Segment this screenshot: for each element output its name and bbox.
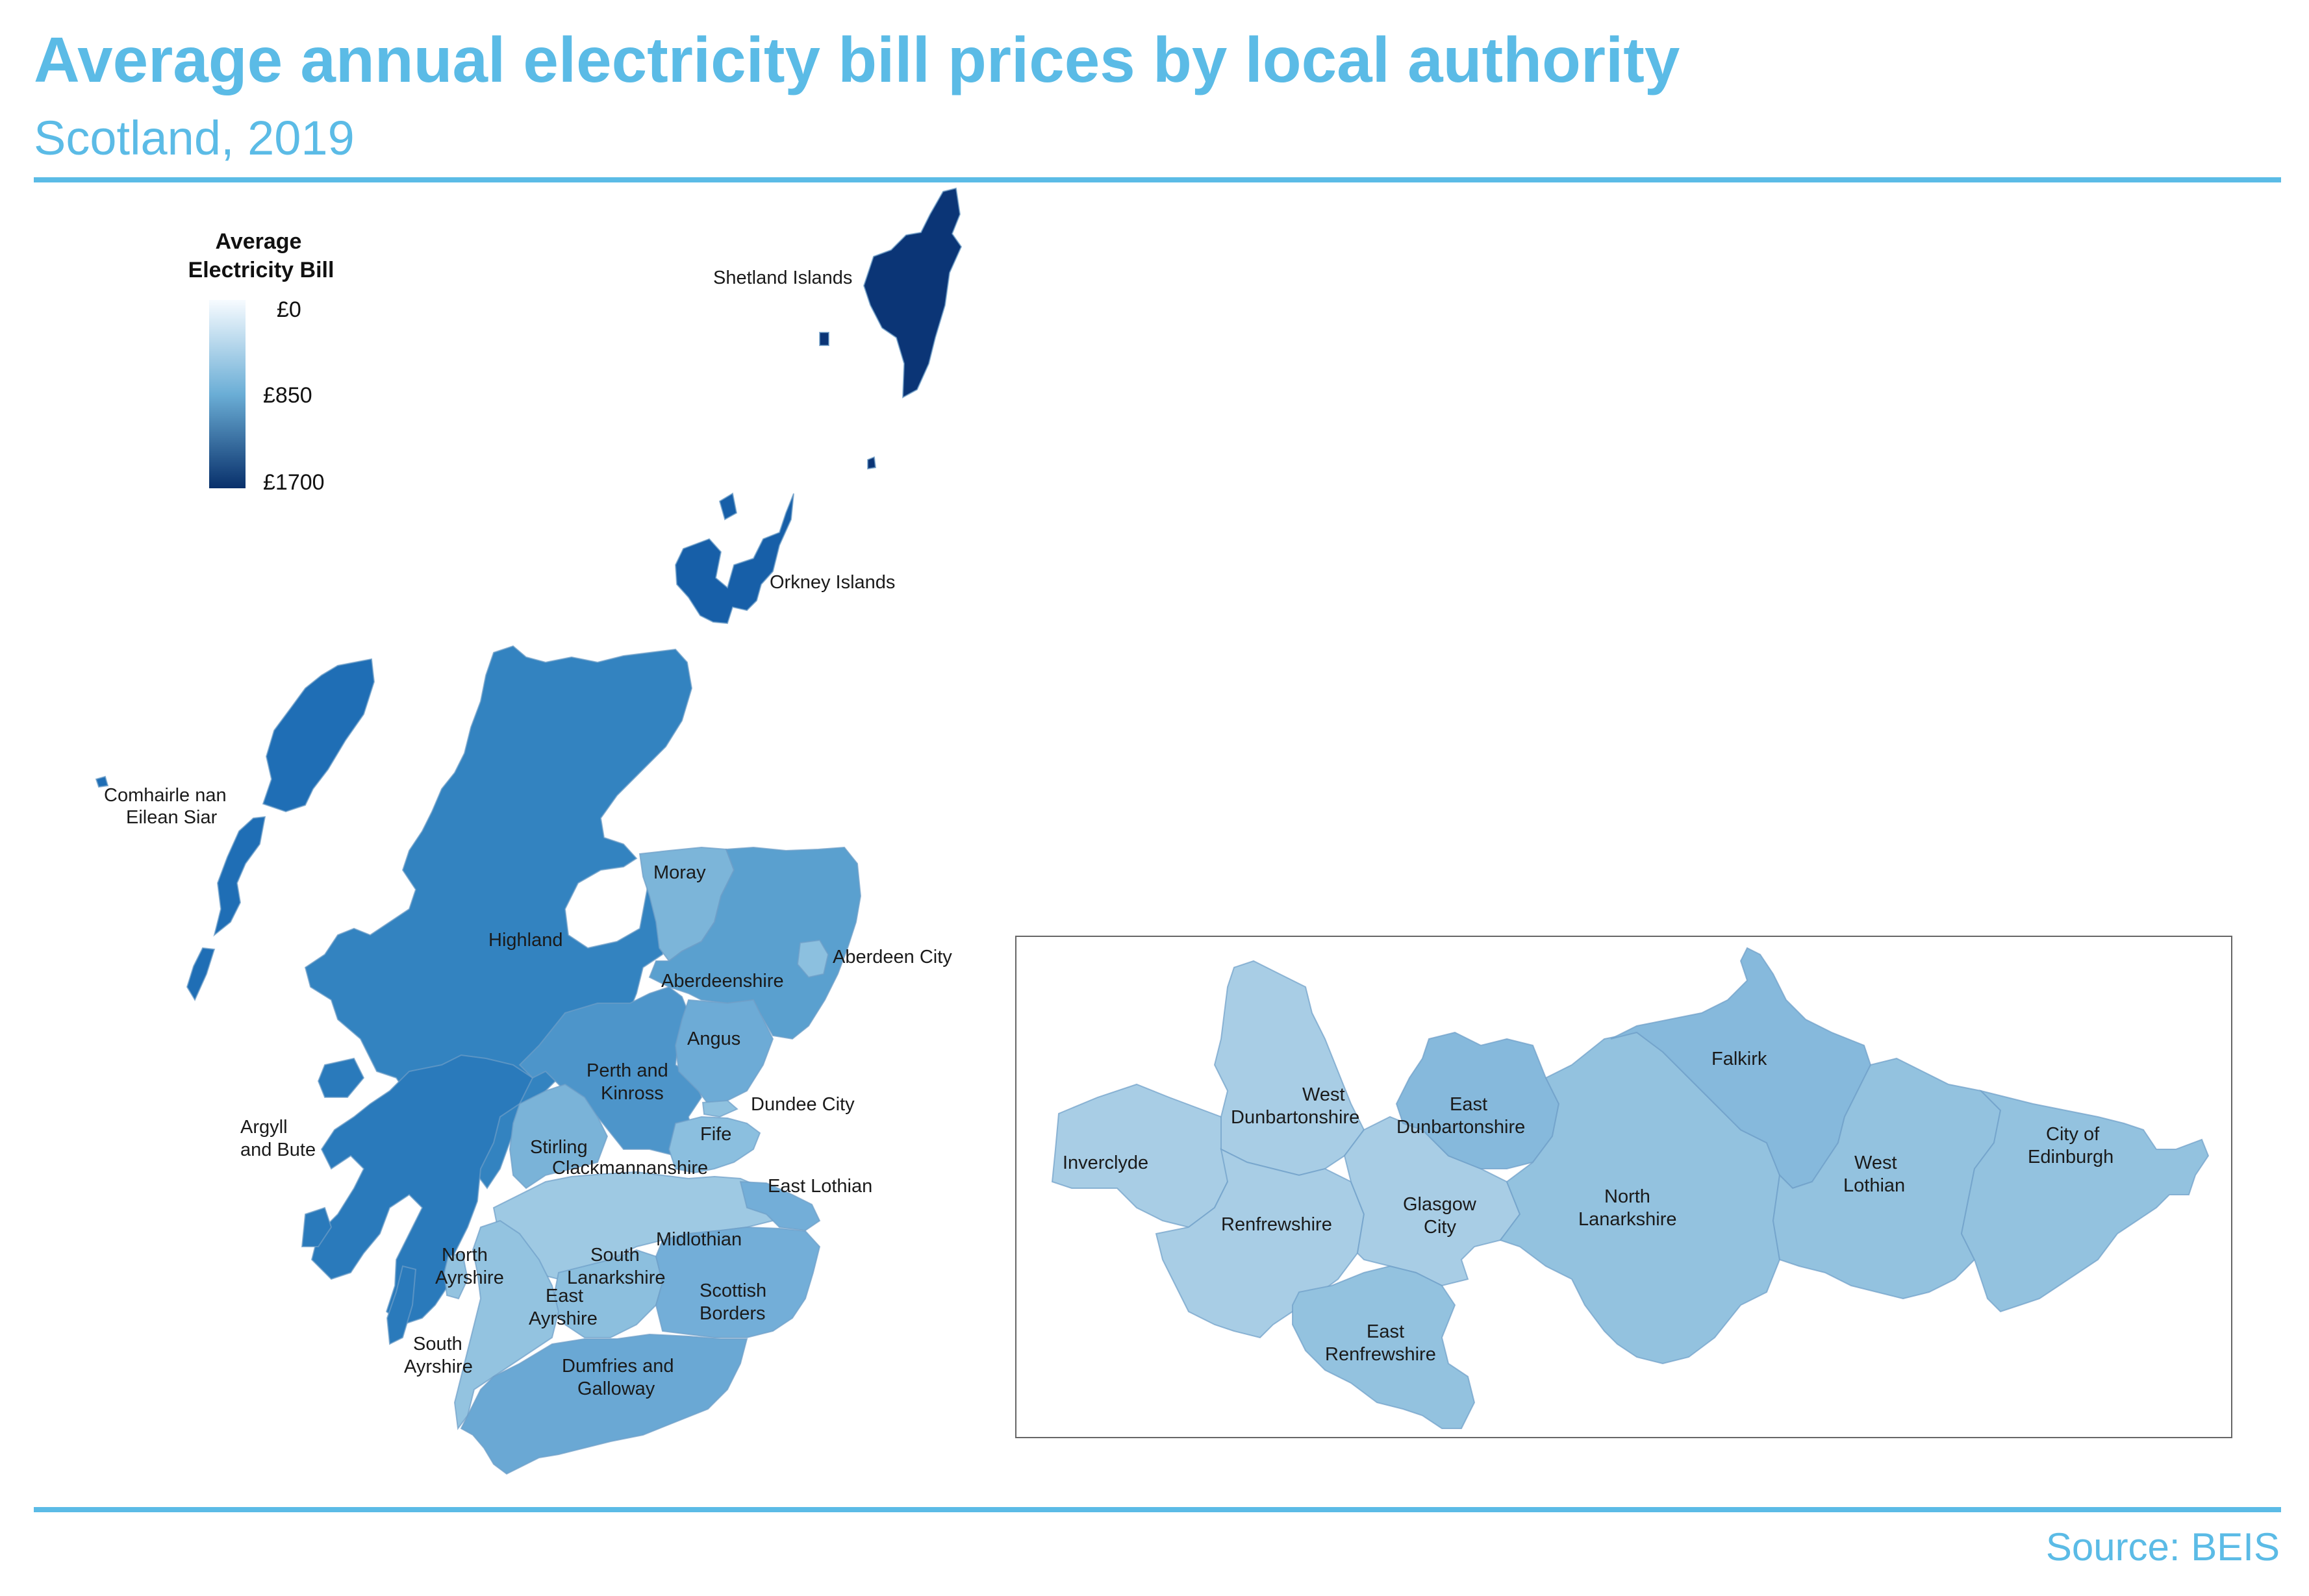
- source-note: Source: BEIS: [2045, 1525, 2280, 1569]
- label-argyll-1: Argyll: [240, 1117, 288, 1138]
- inset-label-west-lothian-2: Lothian: [1843, 1175, 1905, 1196]
- top-divider: [34, 177, 2281, 182]
- region-stirling: [509, 1083, 609, 1190]
- label-aberdeenshire: Aberdeenshire: [661, 971, 784, 991]
- label-north-ayrshire-2: Ayrshire: [435, 1267, 504, 1288]
- label-midlothian: Midlothian: [656, 1229, 742, 1250]
- label-angus: Angus: [687, 1029, 740, 1049]
- legend-tick-min: £0: [277, 297, 301, 322]
- label-argyll-2: and Bute: [240, 1140, 316, 1160]
- region-argyll-islay: [301, 1206, 333, 1247]
- inset-label-renfrewshire: Renfrewshire: [1221, 1214, 1332, 1235]
- inset-label-east-dunbartonshire-2: Dunbartonshire: [1396, 1117, 1525, 1138]
- region-argyll-and-bute: [310, 1054, 534, 1326]
- label-dundee-city: Dundee City: [751, 1094, 855, 1115]
- inset-label-west-dunbartonshire-1: West: [1302, 1084, 1345, 1105]
- page-subtitle: Scotland, 2019: [34, 111, 355, 165]
- label-orkney-islands: Orkney Islands: [770, 572, 895, 593]
- inset-label-east-renfrewshire-1: East: [1367, 1321, 1404, 1342]
- region-ayrshire: [453, 1219, 560, 1430]
- region-argyll-kintyre: [386, 1265, 417, 1345]
- label-east-ayrshire-2: Ayrshire: [529, 1308, 598, 1329]
- label-north-ayrshire-1: North: [442, 1245, 488, 1266]
- legend: Average Electricity Bill £0 £850 £1700: [188, 229, 334, 495]
- label-south-lanarkshire-1: South: [590, 1245, 640, 1266]
- inset-label-north-lanarkshire-1: North: [1604, 1186, 1650, 1207]
- inset-label-west-lothian-1: West: [1854, 1153, 1897, 1173]
- region-argyll-mull: [317, 1057, 365, 1098]
- legend-color-bar: [209, 300, 246, 488]
- label-moray: Moray: [653, 862, 706, 883]
- region-eilean-siar: [186, 658, 375, 1002]
- label-highland: Highland: [488, 930, 562, 951]
- inset-label-west-dunbartonshire-2: Dunbartonshire: [1231, 1107, 1359, 1128]
- inset-label-north-lanarkshire-2: Lanarkshire: [1578, 1209, 1677, 1230]
- region-orkney-north: [718, 492, 738, 521]
- bottom-divider: [34, 1507, 2281, 1512]
- region-arran: [443, 1252, 469, 1300]
- central-belt-inset: West Dunbartonshire East Dunbartonshire …: [1015, 936, 2232, 1438]
- region-angus: [674, 999, 774, 1105]
- inset-label-east-renfrewshire-2: Renfrewshire: [1325, 1344, 1436, 1365]
- inset-region-east-renfrewshire: [1292, 1265, 1476, 1429]
- region-scottish-borders: [655, 1226, 821, 1338]
- label-east-ayrshire-1: East: [546, 1286, 583, 1306]
- legend-title-line2: Electricity Bill: [188, 258, 334, 282]
- label-south-ayrshire-2: Ayrshire: [404, 1356, 473, 1377]
- label-stirling: Stirling: [530, 1137, 588, 1158]
- inset-label-city-of-edinburgh-2: Edinburgh: [2028, 1147, 2113, 1167]
- inset-label-city-of-edinburgh-1: City of: [2046, 1124, 2100, 1145]
- region-dundee-city: [701, 1099, 738, 1118]
- label-perth-1: Perth and: [587, 1060, 668, 1081]
- label-eilean-siar-2: Eilean Siar: [126, 807, 218, 828]
- label-shetland-islands: Shetland Islands: [713, 268, 852, 288]
- region-shetland-islands: [863, 187, 963, 399]
- inset-label-glasgow-city-2: City: [1424, 1217, 1456, 1238]
- label-dumfries-2: Galloway: [577, 1378, 655, 1399]
- legend-tick-max: £1700: [263, 470, 325, 495]
- region-dumfries-and-galloway: [460, 1333, 748, 1475]
- map-labels: Shetland Islands Orkney Islands Comhairl…: [104, 268, 952, 1399]
- region-eilean-siar-islet: [95, 775, 109, 788]
- region-fife: [668, 1116, 761, 1174]
- label-scottish-borders-1: Scottish: [700, 1280, 766, 1301]
- label-eilean-siar-1: Comhairle nan: [104, 785, 227, 806]
- label-dumfries-1: Dumfries and: [562, 1356, 674, 1377]
- legend-title-line1: Average: [216, 229, 302, 254]
- region-orkney-islands: [674, 493, 794, 625]
- label-south-lanarkshire-2: Lanarkshire: [567, 1267, 666, 1288]
- inset-label-east-dunbartonshire-1: East: [1450, 1094, 1487, 1115]
- inset-label-inverclyde: Inverclyde: [1063, 1153, 1148, 1173]
- inset-label-falkirk: Falkirk: [1711, 1049, 1767, 1069]
- legend-tick-mid: £850: [263, 383, 312, 408]
- label-aberdeen-city: Aberdeen City: [833, 947, 952, 967]
- label-fife: Fife: [700, 1124, 731, 1145]
- region-east-lothian: [739, 1180, 821, 1232]
- label-scottish-borders-2: Borders: [700, 1303, 766, 1324]
- inset-region-city-of-edinburgh: [1960, 1090, 2210, 1313]
- inset-label-glasgow-city-1: Glasgow: [1403, 1194, 1477, 1215]
- page-title: Average annual electricity bill prices b…: [34, 24, 1680, 95]
- region-fair-isle: [867, 456, 877, 470]
- label-east-lothian: East Lothian: [768, 1176, 872, 1197]
- region-aberdeen-city: [796, 939, 829, 979]
- region-shetland-islet: [819, 332, 829, 346]
- label-south-ayrshire-1: South: [413, 1334, 462, 1354]
- inset-region-east-dunbartonshire: [1395, 1031, 1560, 1169]
- label-clackmannanshire: Clackmannanshire: [552, 1158, 708, 1178]
- label-perth-2: Kinross: [601, 1083, 664, 1104]
